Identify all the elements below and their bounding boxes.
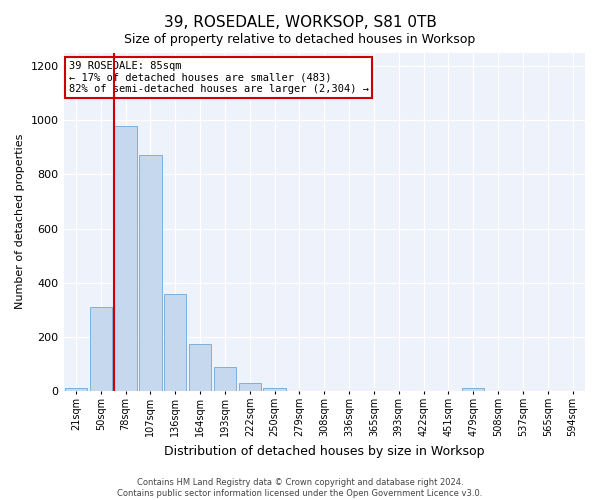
- Bar: [462, 388, 484, 391]
- Text: 39 ROSEDALE: 85sqm
← 17% of detached houses are smaller (483)
82% of semi-detach: 39 ROSEDALE: 85sqm ← 17% of detached hou…: [69, 61, 369, 94]
- Bar: [89, 307, 112, 391]
- Bar: [65, 388, 87, 391]
- Y-axis label: Number of detached properties: Number of detached properties: [15, 134, 25, 310]
- Bar: [239, 383, 261, 391]
- Bar: [214, 366, 236, 391]
- Bar: [164, 294, 187, 391]
- Bar: [263, 388, 286, 391]
- Text: Contains HM Land Registry data © Crown copyright and database right 2024.
Contai: Contains HM Land Registry data © Crown c…: [118, 478, 482, 498]
- Bar: [115, 126, 137, 391]
- Text: 39, ROSEDALE, WORKSOP, S81 0TB: 39, ROSEDALE, WORKSOP, S81 0TB: [164, 15, 436, 30]
- Bar: [139, 156, 161, 391]
- X-axis label: Distribution of detached houses by size in Worksop: Distribution of detached houses by size …: [164, 444, 485, 458]
- Bar: [189, 344, 211, 391]
- Text: Size of property relative to detached houses in Worksop: Size of property relative to detached ho…: [124, 32, 476, 46]
